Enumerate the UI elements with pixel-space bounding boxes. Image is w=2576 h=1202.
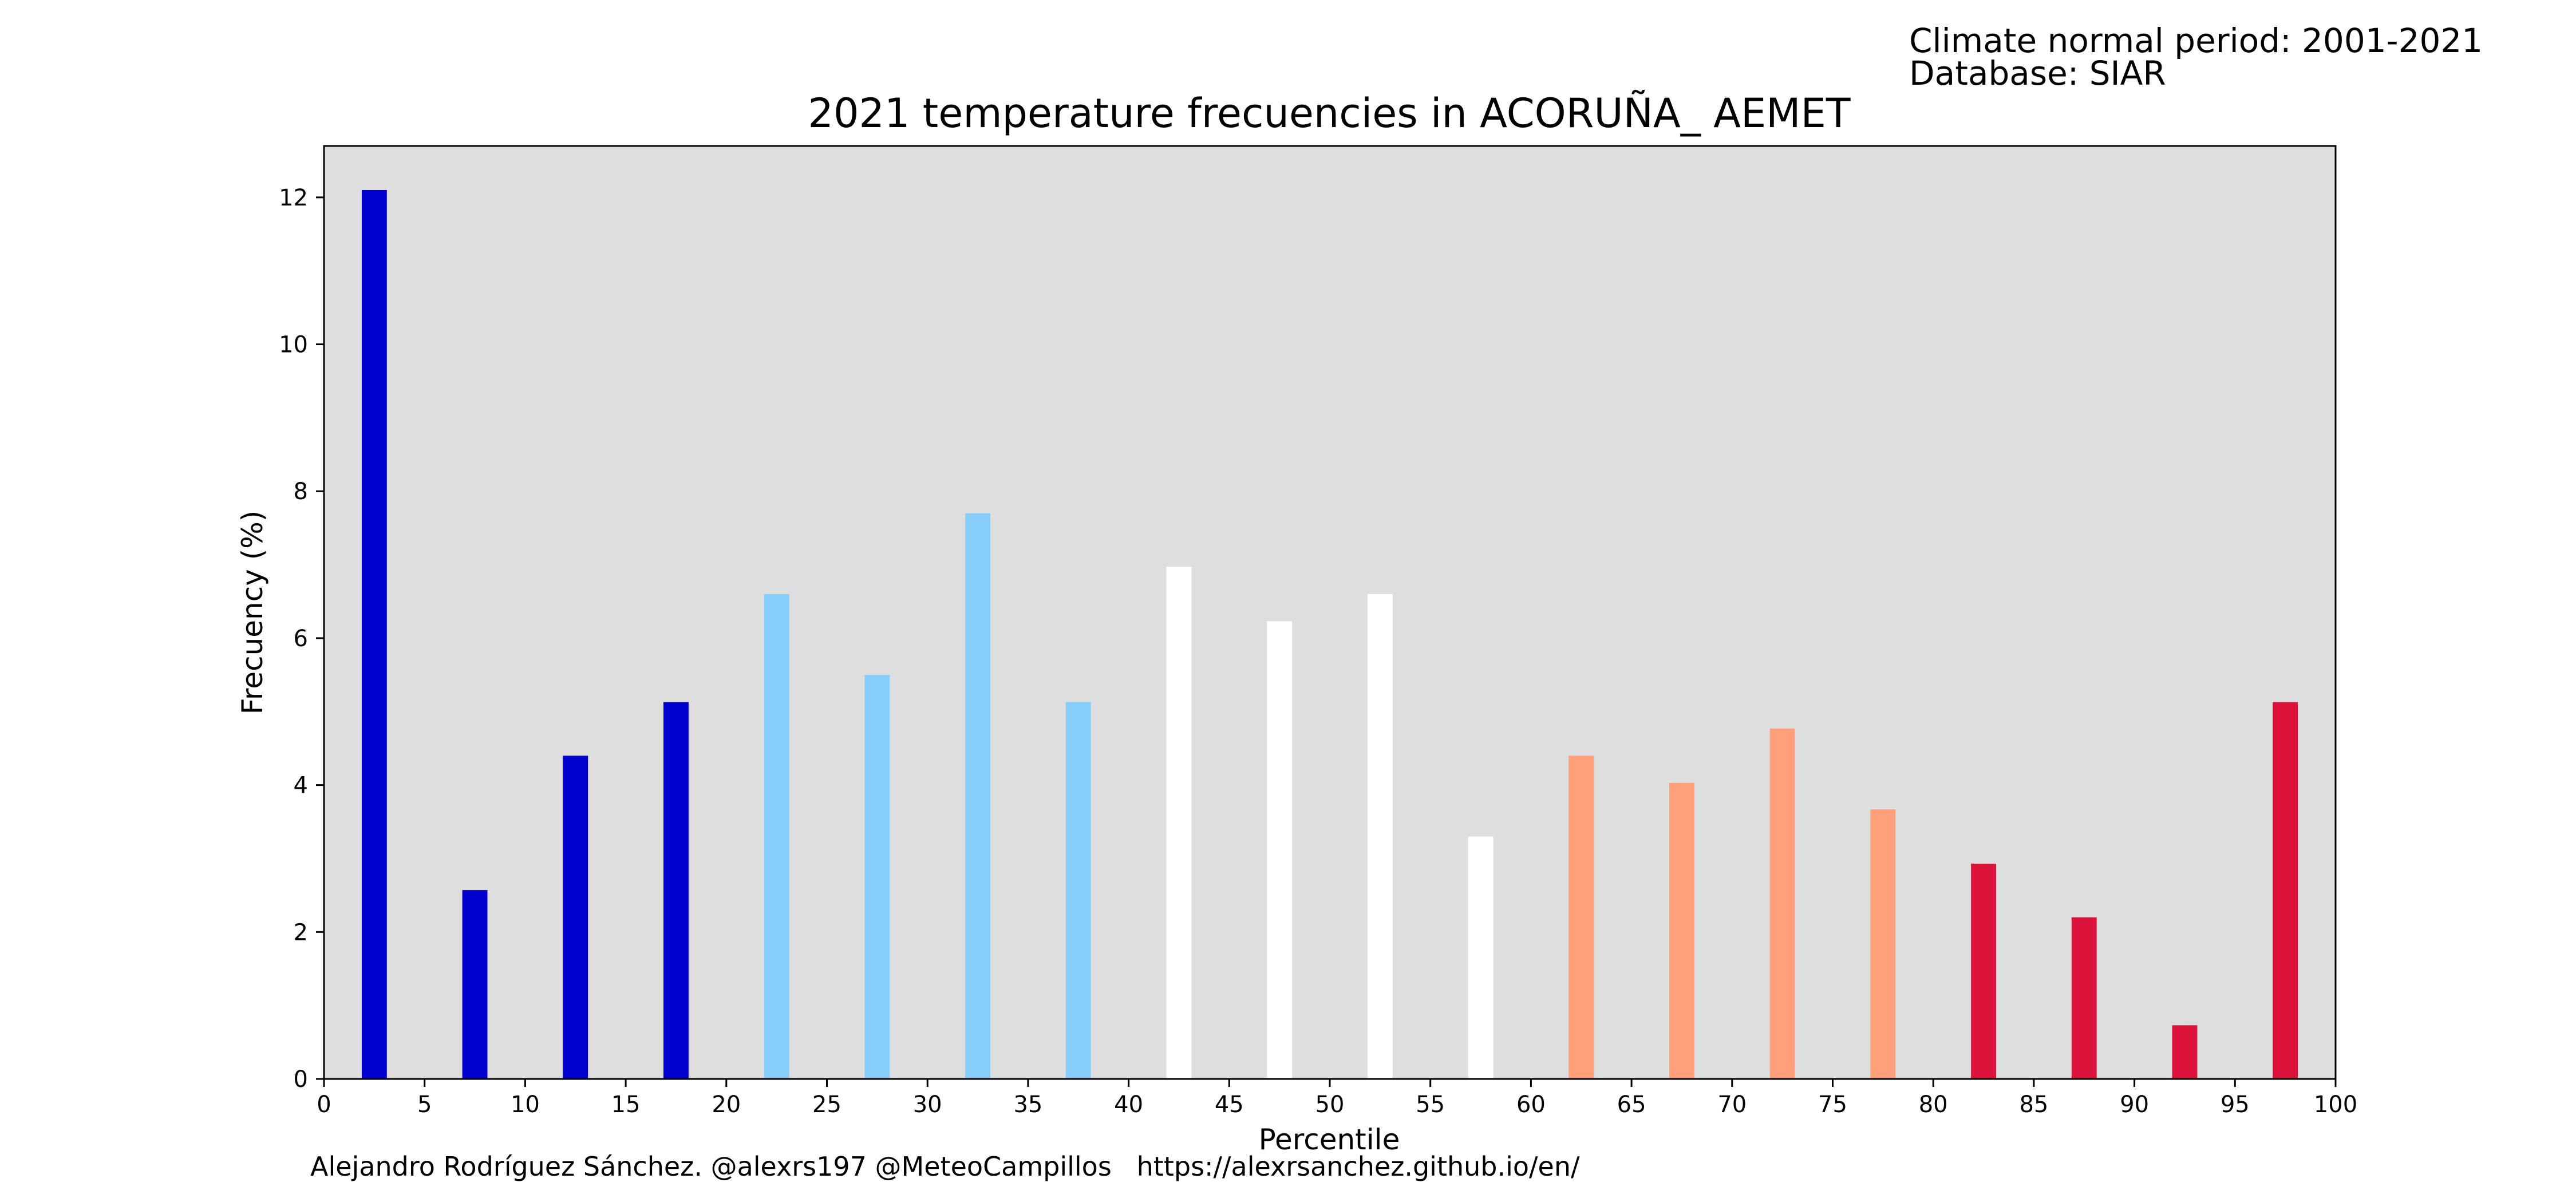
x-tick-label: 25 bbox=[812, 1092, 841, 1118]
x-tick-label: 55 bbox=[1416, 1092, 1445, 1118]
y-tick-label: 6 bbox=[294, 626, 308, 652]
y-tick-label: 10 bbox=[279, 332, 308, 358]
x-tick-label: 15 bbox=[611, 1092, 641, 1118]
y-tick-label: 4 bbox=[294, 773, 308, 799]
y-tick-label: 8 bbox=[294, 479, 308, 505]
x-tick-label: 45 bbox=[1215, 1092, 1244, 1118]
x-tick-label: 75 bbox=[1818, 1092, 1847, 1118]
plot-area bbox=[324, 146, 2336, 1079]
x-tick-label: 20 bbox=[712, 1092, 741, 1118]
x-tick-label: 100 bbox=[2314, 1092, 2357, 1118]
bar-32.5 bbox=[965, 513, 990, 1079]
x-tick-label: 10 bbox=[511, 1092, 540, 1118]
bar-22.5 bbox=[764, 594, 789, 1079]
x-tick-label: 90 bbox=[2120, 1092, 2149, 1118]
x-tick-label: 60 bbox=[1516, 1092, 1546, 1118]
bar-47.5 bbox=[1267, 621, 1293, 1079]
bar-52.5 bbox=[1367, 594, 1393, 1079]
x-tick-label: 35 bbox=[1013, 1092, 1042, 1118]
bar-37.5 bbox=[1065, 702, 1091, 1079]
y-axis-ticks: 0 2 4 6 8 10 12 bbox=[279, 185, 324, 1093]
x-tick-label: 70 bbox=[1717, 1092, 1747, 1118]
bar-7.5 bbox=[462, 890, 488, 1079]
x-tick-label: 5 bbox=[417, 1092, 432, 1118]
bar-82.5 bbox=[1971, 863, 1996, 1079]
x-tick-label: 40 bbox=[1114, 1092, 1143, 1118]
x-tick-label: 80 bbox=[1919, 1092, 1948, 1118]
bar-42.5 bbox=[1166, 567, 1192, 1079]
bar-72.5 bbox=[1769, 728, 1795, 1079]
bar-97.5 bbox=[2273, 702, 2298, 1079]
bar-77.5 bbox=[1870, 809, 1896, 1079]
bars-group bbox=[361, 190, 2298, 1079]
x-tick-label: 30 bbox=[913, 1092, 942, 1118]
x-axis-label: Percentile bbox=[1259, 1123, 1400, 1156]
climate-period-note: Climate normal period: 2001-2021 bbox=[1909, 21, 2483, 60]
bar-62.5 bbox=[1568, 756, 1594, 1079]
x-tick-label: 85 bbox=[2019, 1092, 2048, 1118]
x-tick-label: 50 bbox=[1315, 1092, 1345, 1118]
x-tick-label: 0 bbox=[317, 1092, 331, 1118]
database-note: Database: SIAR bbox=[1909, 54, 2166, 93]
footer-credit: Alejandro Rodríguez Sánchez. @alexrs197 … bbox=[310, 1151, 1580, 1182]
x-tick-label: 65 bbox=[1617, 1092, 1646, 1118]
y-tick-label: 0 bbox=[294, 1066, 308, 1093]
bar-67.5 bbox=[1669, 782, 1694, 1079]
bar-92.5 bbox=[2172, 1025, 2198, 1079]
bar-57.5 bbox=[1468, 836, 1494, 1079]
chart-title: 2021 temperature frecuencies in ACORUÑA_… bbox=[808, 90, 1850, 137]
x-axis-ticks: 0 5 10 15 20 25 30 35 40 45 50 55 60 65 70 75 80 85 90 95 10… bbox=[317, 1079, 2357, 1118]
y-axis-label: Frecuency (%) bbox=[236, 511, 269, 714]
x-tick-label: 95 bbox=[2221, 1092, 2250, 1118]
bar-12.5 bbox=[563, 756, 588, 1079]
y-tick-label: 12 bbox=[279, 185, 308, 211]
bar-27.5 bbox=[864, 675, 890, 1079]
y-tick-label: 2 bbox=[294, 919, 308, 946]
bar-2.5 bbox=[361, 190, 387, 1079]
bar-17.5 bbox=[663, 702, 689, 1079]
bar-87.5 bbox=[2071, 917, 2097, 1079]
